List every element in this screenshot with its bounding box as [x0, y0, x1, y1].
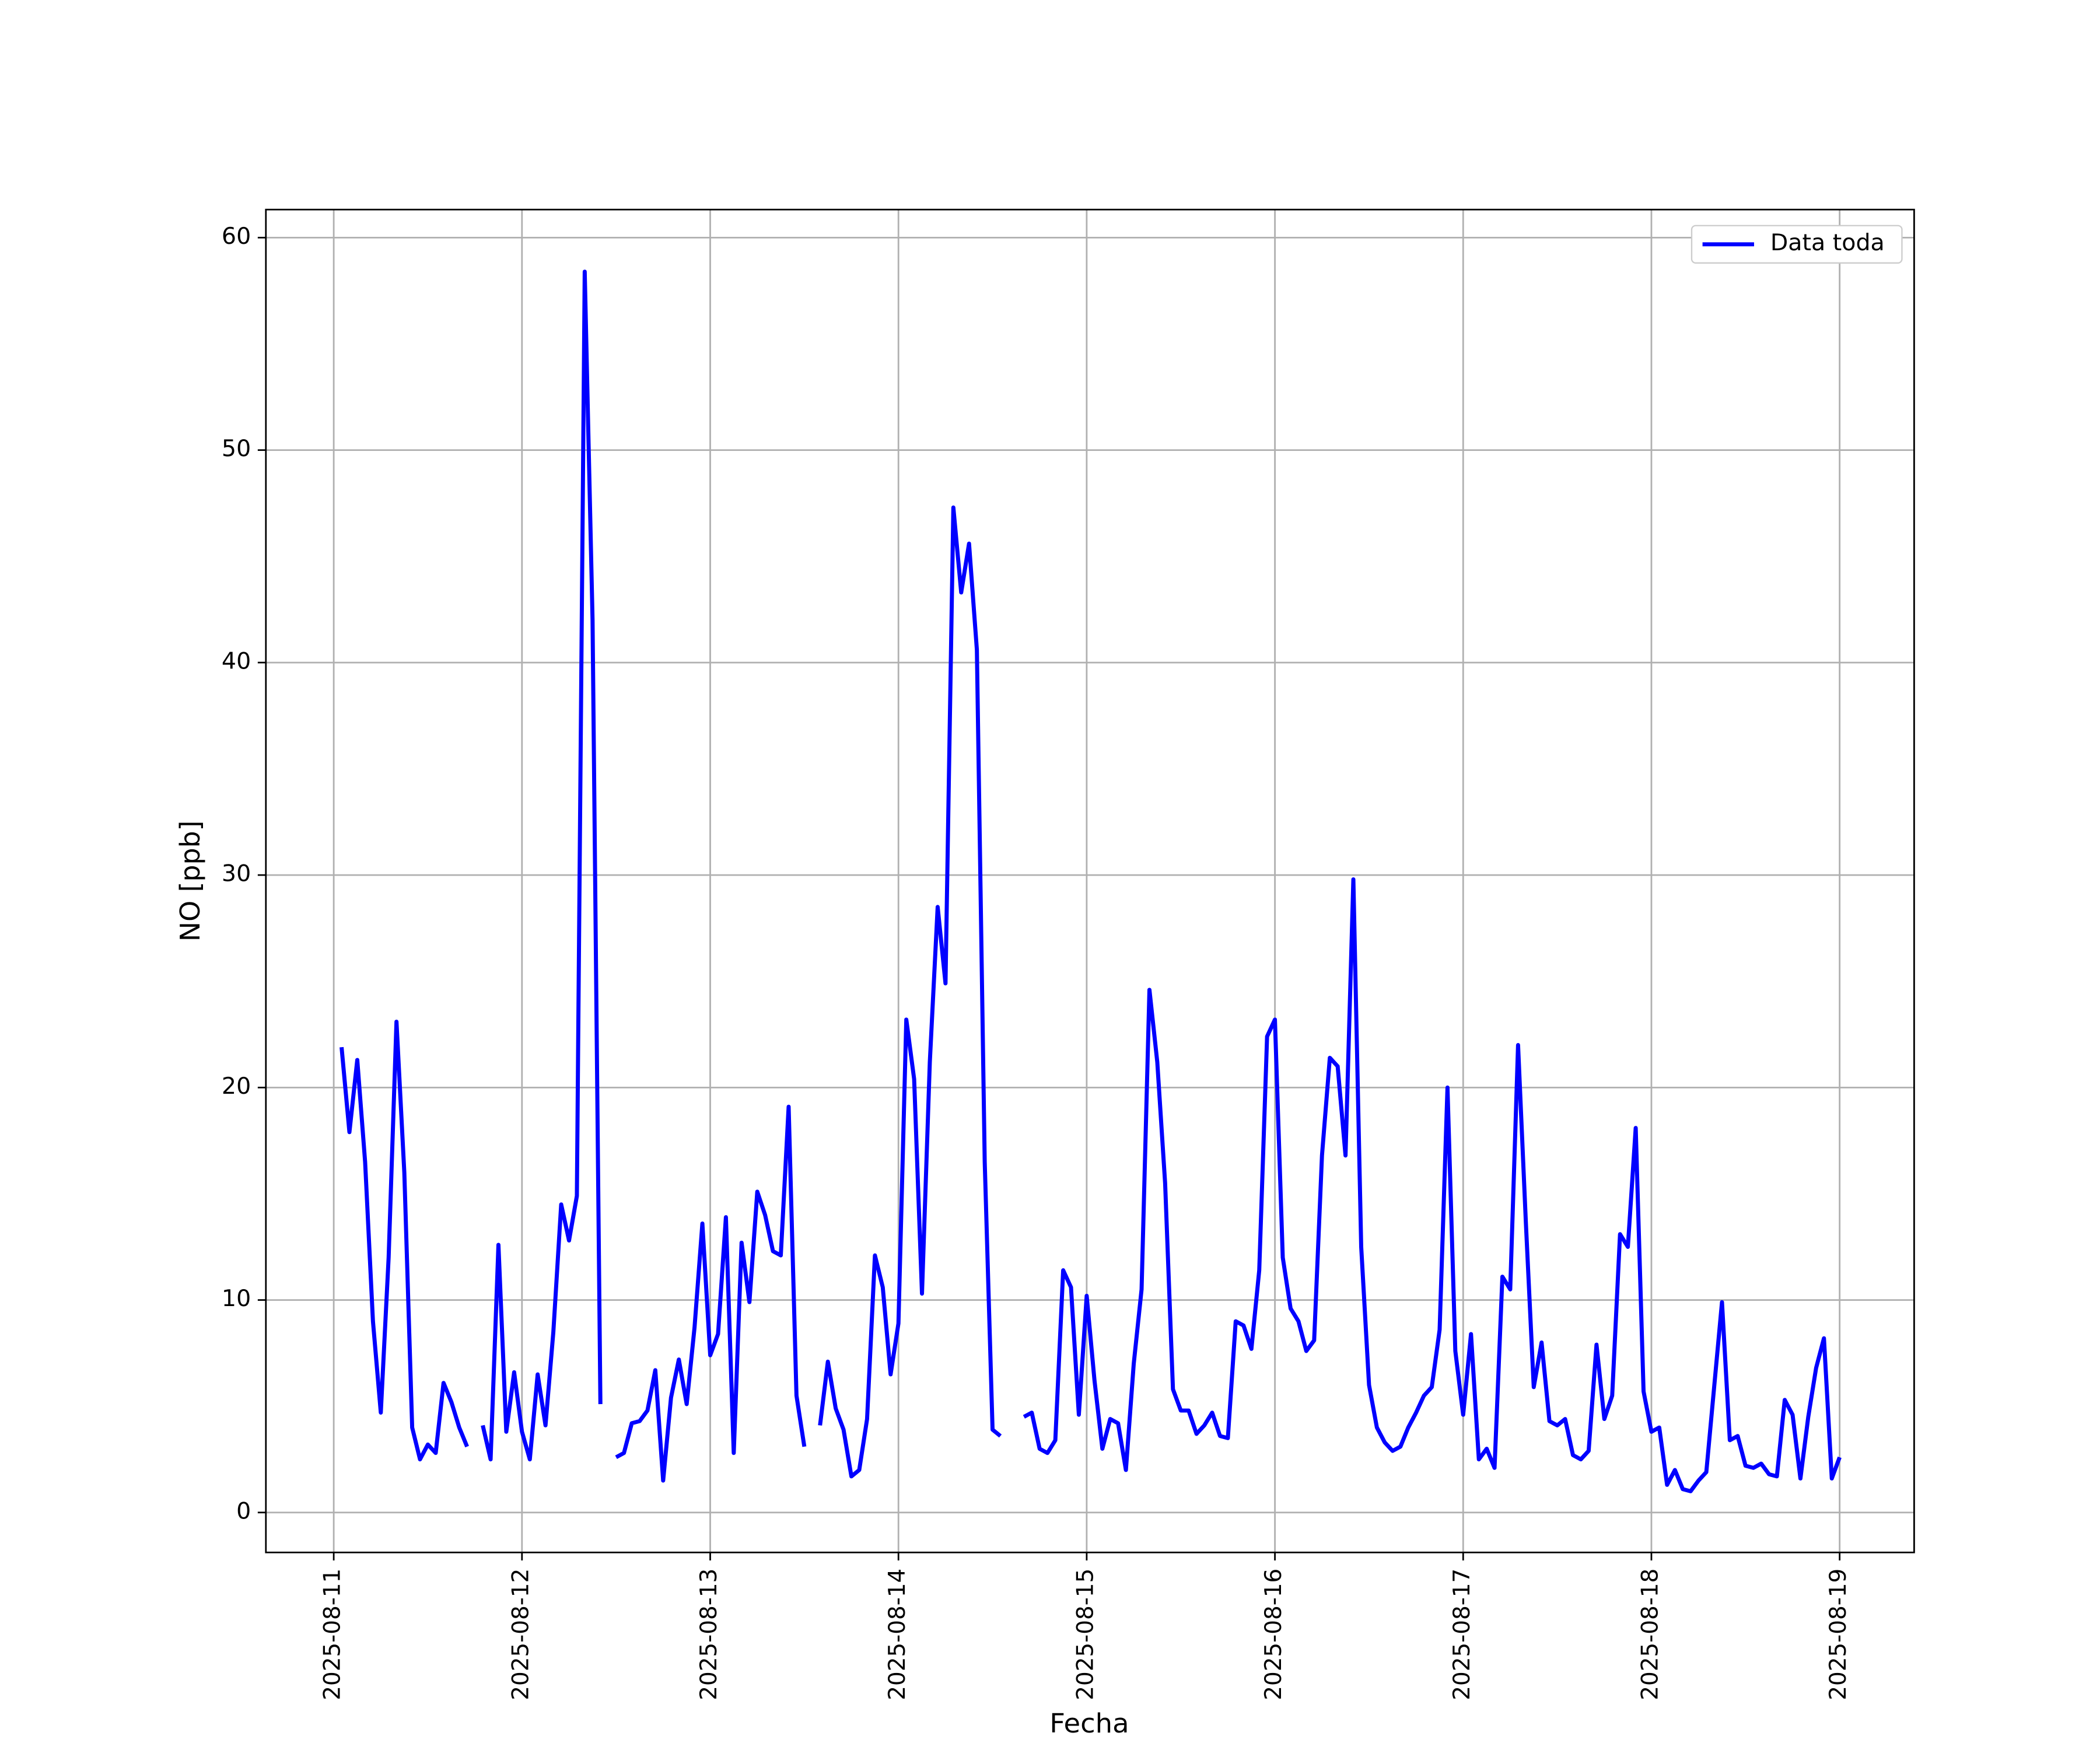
y-tick-label: 10 [222, 1286, 251, 1312]
y-axis-label: NO [ppb] [174, 820, 206, 942]
y-tick-label: 30 [222, 861, 251, 887]
y-tick-label: 0 [236, 1499, 251, 1525]
x-tick-label: 2025-08-18 [1637, 1569, 1663, 1700]
x-tick-label: 2025-08-13 [696, 1569, 722, 1700]
x-tick-label: 2025-08-16 [1261, 1569, 1287, 1700]
x-tick-label: 2025-08-11 [319, 1569, 345, 1700]
y-tick-label: 20 [222, 1073, 251, 1100]
x-axis-label: Fecha [1049, 1708, 1129, 1740]
x-tick-label: 2025-08-17 [1449, 1569, 1475, 1700]
legend-box [1690, 225, 1903, 264]
y-tick-label: 60 [222, 223, 251, 250]
plot-frame [265, 208, 1915, 1553]
x-tick-label: 2025-08-12 [508, 1569, 534, 1700]
x-tick-label: 2025-08-19 [1825, 1569, 1852, 1700]
legend-label: Data toda [1770, 230, 1885, 256]
y-tick-label: 50 [222, 436, 251, 462]
data-line [340, 270, 1842, 1493]
y-tick-label: 40 [222, 649, 251, 675]
x-tick-label: 2025-08-15 [1072, 1569, 1098, 1700]
x-tick-label: 2025-08-14 [884, 1569, 911, 1700]
